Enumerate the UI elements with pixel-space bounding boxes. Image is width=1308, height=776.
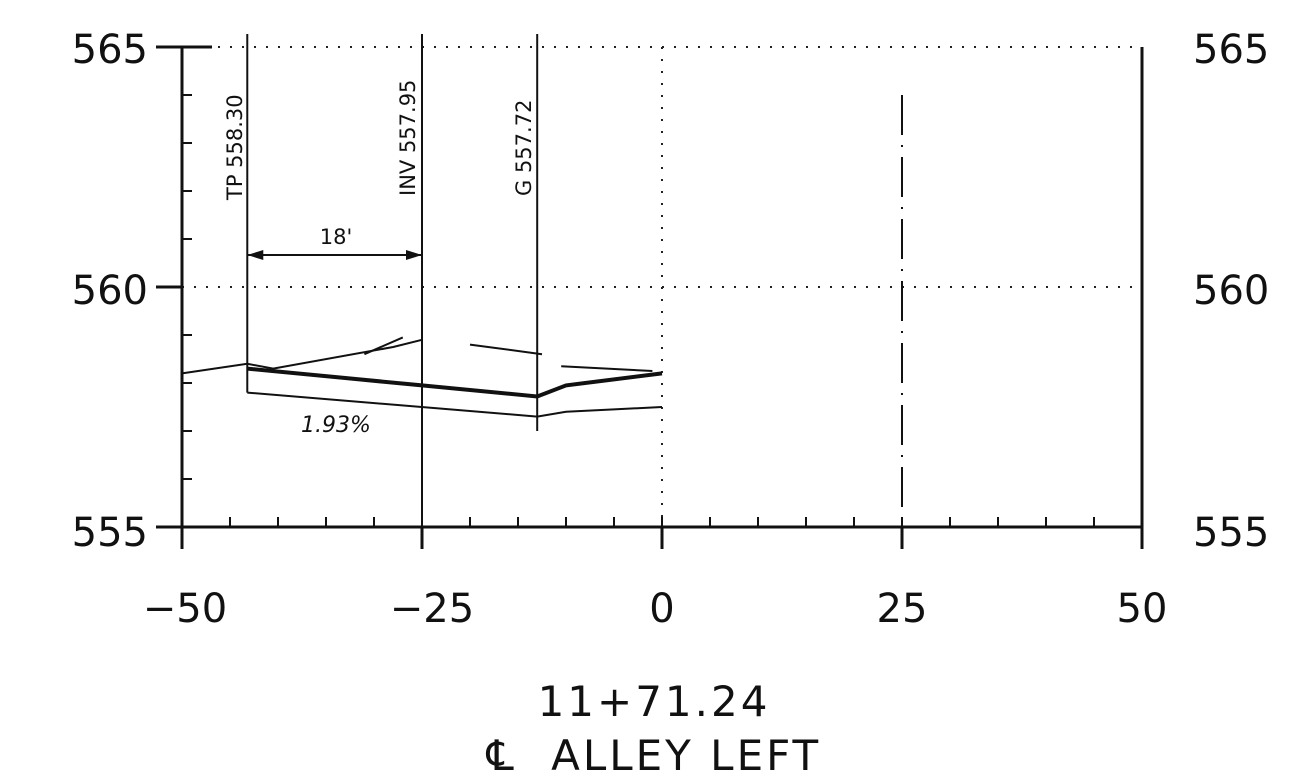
y-tick-label-560-left: 560	[72, 268, 148, 314]
alley-caption: ℄ ALLEY LEFT	[486, 731, 821, 776]
existing-ground-segment	[561, 365, 653, 372]
callout-inv: INV 557.95	[396, 80, 420, 196]
grid-lines	[182, 46, 1142, 527]
profile-lines	[181, 336, 663, 431]
plot-frame	[156, 34, 1144, 549]
y-tick-label-560-right: 560	[1193, 268, 1269, 314]
centerline-icon: ℄	[486, 731, 517, 776]
x-tick-label-25: 25	[877, 586, 928, 632]
x-tick-label-0: 0	[649, 586, 674, 632]
profile-series-0	[247, 366, 663, 399]
y-tick-label-555-right: 555	[1193, 510, 1269, 556]
axis-ticks	[180, 94, 1144, 549]
alley-caption-text: ALLEY LEFT	[551, 731, 821, 776]
slope-label: 1.93%	[301, 413, 371, 438]
dimension-arrow-right	[406, 250, 422, 260]
dimension-arrow-left	[247, 250, 264, 260]
x-tick-label-neg50: −50	[143, 586, 227, 632]
existing-ground-segment	[469, 343, 543, 356]
dimension-label: 18'	[320, 225, 353, 249]
y-tick-label-555-left: 555	[72, 510, 148, 556]
station-title: 11+71.24	[538, 677, 771, 726]
x-tick-label-neg25: −25	[390, 586, 474, 632]
profile-series-2	[181, 338, 423, 375]
x-tick-label-50: 50	[1117, 586, 1168, 632]
y-tick-label-565-left: 565	[72, 27, 148, 73]
existing-ground-segment	[363, 336, 404, 356]
callout-tp: TP 558.30	[223, 94, 247, 201]
callout-g: G 557.72	[512, 100, 536, 196]
y-tick-label-565-right: 565	[1193, 27, 1269, 73]
profile-series-1	[247, 391, 663, 418]
